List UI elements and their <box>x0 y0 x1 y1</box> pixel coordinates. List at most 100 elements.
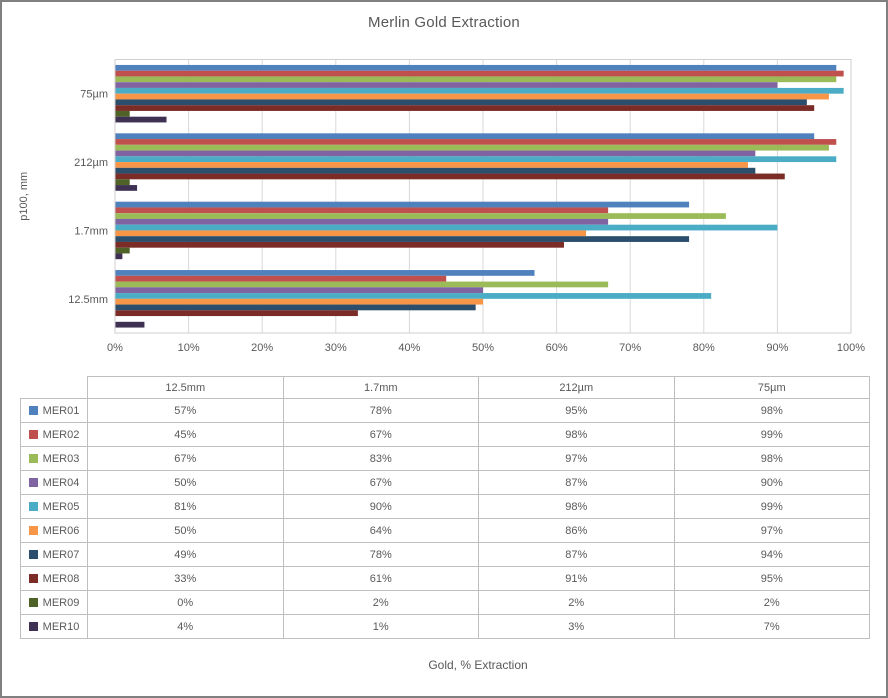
x-tick-label: 100% <box>837 342 865 354</box>
bar-MER07-75µm <box>115 99 807 106</box>
x-tick-label: 10% <box>178 342 200 354</box>
bar-MER02-212µm <box>115 139 837 145</box>
bar-MER03-212µm <box>115 144 829 151</box>
bar-MER10-1.7mm <box>115 253 123 260</box>
legend-cell-MER04: MER04 <box>20 470 88 495</box>
legend-cell-MER06: MER06 <box>20 518 88 543</box>
bar-MER08-75µm <box>115 105 815 111</box>
series-swatch-MER02 <box>28 429 38 439</box>
value-cell: 95% <box>673 566 870 591</box>
value-cell: 33% <box>87 566 284 591</box>
series-name: MER10 <box>42 620 80 633</box>
series-swatch-MER09 <box>28 597 38 607</box>
value-cell: 99% <box>673 422 870 447</box>
bar-chart: 75µm 212µm 1.7mm 12.5mm 0% 10% 20% 30% 40% 50% 60%… <box>18 59 865 354</box>
bar-MER06-12.5mm <box>115 298 483 305</box>
bar-MER03-1.7mm <box>115 213 726 219</box>
legend-cell-MER07: MER07 <box>20 542 88 567</box>
series-name: MER01 <box>42 404 80 417</box>
bar-MER03-12.5mm <box>115 281 609 288</box>
bar-MER05-1.7mm <box>115 224 778 231</box>
bar-MER07-12.5mm <box>115 304 476 311</box>
bar-MER04-75µm <box>115 82 778 88</box>
bar-MER07-212µm <box>115 167 756 174</box>
value-cell: 1% <box>282 614 479 639</box>
value-cell: 50% <box>87 518 284 543</box>
table-row-MER06: MER06 50% 64% 86% 97% <box>20 518 870 543</box>
series-name: MER08 <box>42 572 80 585</box>
value-cell: 67% <box>87 446 284 471</box>
bar-MER04-1.7mm <box>115 218 609 225</box>
chart-title: Merlin Gold Extraction <box>368 14 520 31</box>
bar-MER01-75µm <box>115 64 837 71</box>
value-cell: 2% <box>282 590 479 615</box>
value-cell: 45% <box>87 422 284 447</box>
bar-MER09-212µm <box>115 179 130 186</box>
category-label: 75µm <box>80 89 108 101</box>
series-swatch-MER05 <box>28 501 38 511</box>
bar-MER01-12.5mm <box>115 270 535 276</box>
x-tick-label: 20% <box>251 342 273 354</box>
bar-MER01-212µm <box>115 133 815 140</box>
x-tick-label: 30% <box>325 342 347 354</box>
bar-MER07-1.7mm <box>115 236 690 242</box>
bar-MER02-12.5mm <box>115 275 447 282</box>
value-cell: 86% <box>478 518 675 543</box>
bar-MER08-1.7mm <box>115 241 564 248</box>
bar-MER08-212µm <box>115 173 785 180</box>
table-row-MER04: MER04 50% 67% 87% 90% <box>20 470 870 495</box>
x-axis-caption: Gold, % Extraction <box>428 658 528 672</box>
table-row-MER09: MER09 0% 2% 2% 2% <box>20 590 870 615</box>
series-swatch-MER01 <box>28 405 38 415</box>
value-cell: 49% <box>87 542 284 567</box>
bar-MER02-1.7mm <box>115 207 609 214</box>
legend-cell-MER09: MER09 <box>20 590 88 615</box>
series-swatch-MER07 <box>28 549 38 559</box>
value-cell: 98% <box>673 446 870 471</box>
value-cell: 90% <box>282 494 479 519</box>
value-cell: 98% <box>673 398 870 423</box>
series-swatch-MER04 <box>28 477 38 487</box>
value-cell: 2% <box>478 590 675 615</box>
series-name: MER09 <box>42 596 80 609</box>
series-name: MER03 <box>42 452 80 465</box>
value-cell: 2% <box>673 590 870 615</box>
value-cell: 83% <box>282 446 479 471</box>
category-label: 212µm <box>74 157 108 169</box>
value-cell: 98% <box>478 494 675 519</box>
table-row-MER07: MER07 49% 78% 87% 94% <box>20 542 870 567</box>
table-row-MER03: MER03 67% 83% 97% 98% <box>20 446 870 471</box>
bar-MER05-12.5mm <box>115 293 712 299</box>
bar-MER04-212µm <box>115 150 756 157</box>
column-header-212µm: 212µm <box>478 376 675 399</box>
value-cell: 87% <box>478 470 675 495</box>
y-axis-title: p100, mm <box>18 172 30 221</box>
legend-cell-MER10: MER10 <box>20 614 88 639</box>
value-cell: 3% <box>478 614 675 639</box>
bar-MER06-75µm <box>115 93 829 100</box>
bar-MER06-1.7mm <box>115 230 587 237</box>
value-cell: 81% <box>87 494 284 519</box>
value-cell: 98% <box>478 422 675 447</box>
legend-cell-MER08: MER08 <box>20 566 88 591</box>
table-row-MER10: MER10 4% 1% 3% 7% <box>20 614 870 639</box>
bar-MER03-75µm <box>115 76 837 83</box>
bar-MER10-212µm <box>115 185 138 191</box>
bar-MER05-75µm <box>115 87 844 94</box>
x-tick-label: 40% <box>398 342 420 354</box>
value-cell: 87% <box>478 542 675 567</box>
value-cell: 97% <box>673 518 870 543</box>
series-name: MER04 <box>42 476 80 489</box>
value-cell: 67% <box>282 470 479 495</box>
table-row-MER01: MER01 57% 78% 95% 98% <box>20 398 870 423</box>
series-name: MER02 <box>42 428 80 441</box>
x-tick-label: 60% <box>546 342 568 354</box>
value-cell: 57% <box>87 398 284 423</box>
series-swatch-MER08 <box>28 573 38 583</box>
bar-MER10-75µm <box>115 116 167 123</box>
data-table: 12.5mm 1.7mm 212µm 75µm MER01 57% 78% 95% 98% MER… <box>20 376 870 639</box>
value-cell: 50% <box>87 470 284 495</box>
table-header-row: 12.5mm 1.7mm 212µm 75µm <box>21 376 870 399</box>
series-swatch-MER06 <box>28 525 38 535</box>
value-cell: 90% <box>673 470 870 495</box>
